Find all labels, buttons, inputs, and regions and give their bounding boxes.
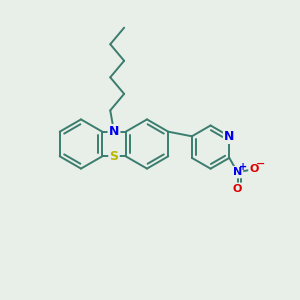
Text: −: − (256, 159, 265, 169)
Text: +: + (239, 162, 247, 172)
Text: O: O (233, 184, 242, 194)
Text: S: S (110, 150, 118, 163)
Text: N: N (224, 130, 235, 143)
Text: N: N (233, 167, 242, 177)
Text: O: O (249, 164, 259, 174)
Text: N: N (109, 125, 119, 138)
